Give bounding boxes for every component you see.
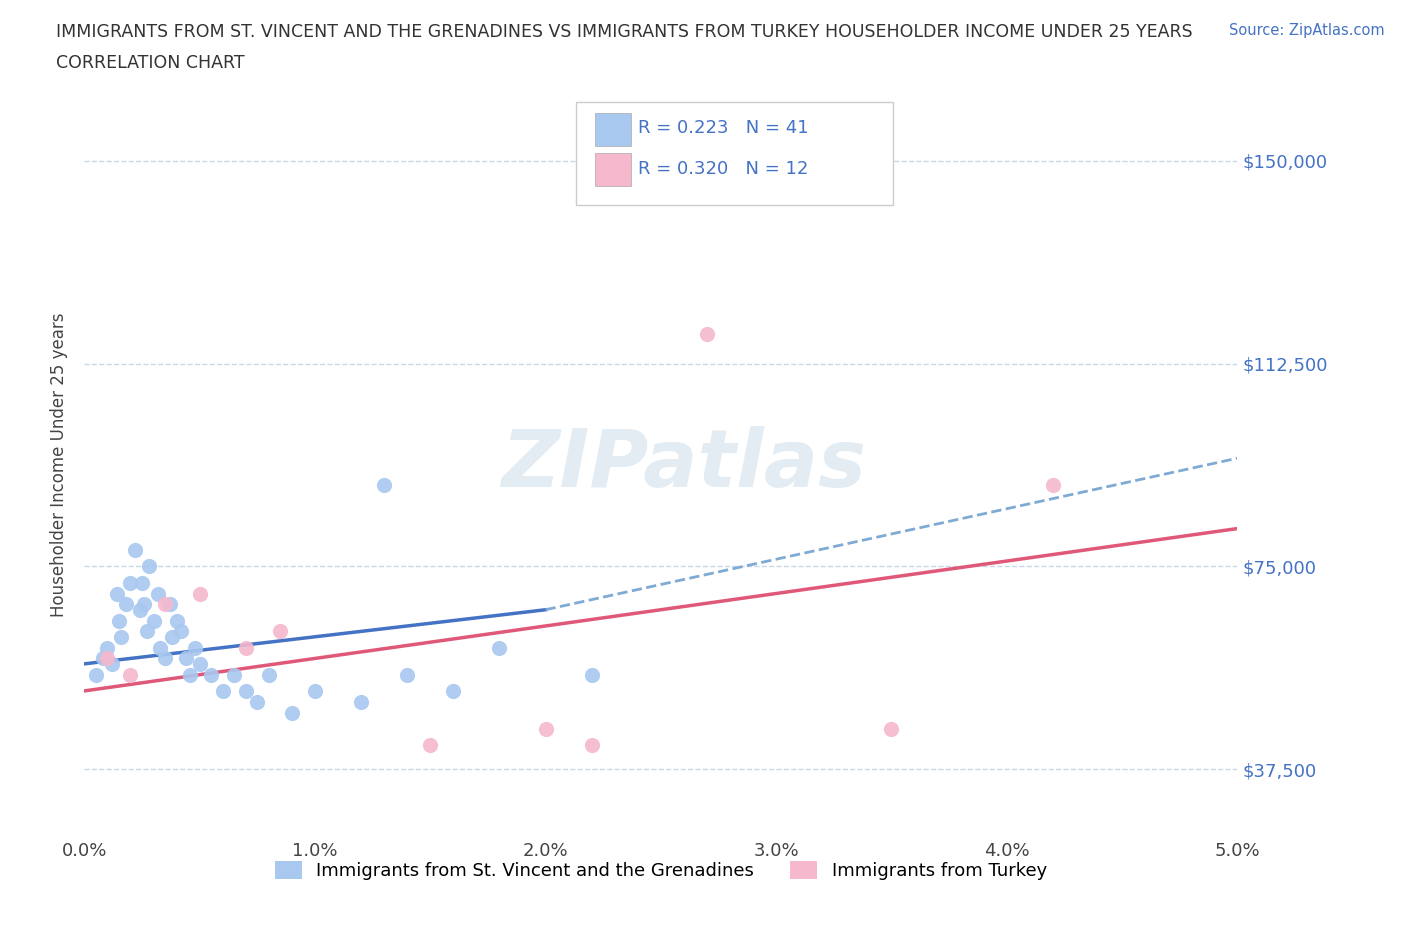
Point [159, 597, 181, 612]
Point [84, 667, 107, 682]
Point [120, 667, 142, 682]
Point [96, 640, 118, 655]
Point [170, 624, 193, 639]
Point [153, 651, 176, 666]
Point [581, 737, 603, 752]
Point [441, 684, 464, 698]
Point [146, 586, 169, 601]
Point [350, 695, 373, 710]
Point [188, 657, 211, 671]
Point [235, 640, 257, 655]
Point [91, 651, 114, 666]
Text: R = 0.223   N = 41: R = 0.223 N = 41 [638, 119, 808, 138]
Point [211, 684, 233, 698]
Point [115, 597, 138, 612]
Point [200, 667, 222, 682]
Text: Source: ZipAtlas.com: Source: ZipAtlas.com [1229, 23, 1385, 38]
Point [128, 603, 150, 618]
Text: R = 0.320   N = 12: R = 0.320 N = 12 [638, 160, 808, 179]
Point [269, 624, 291, 639]
Point [1042, 478, 1064, 493]
Point [138, 559, 160, 574]
Point [120, 576, 142, 591]
Y-axis label: Householder Income Under 25 years: Householder Income Under 25 years [51, 312, 69, 618]
Point [488, 640, 510, 655]
Point [880, 722, 903, 737]
Point [696, 326, 718, 341]
Point [134, 597, 156, 612]
Point [124, 543, 146, 558]
Text: CORRELATION CHART: CORRELATION CHART [56, 54, 245, 72]
Point [184, 640, 207, 655]
Point [108, 613, 131, 628]
Point [135, 624, 157, 639]
Point [96, 651, 118, 666]
Point [166, 613, 188, 628]
Point [174, 651, 197, 666]
Point [281, 705, 304, 720]
Point [188, 586, 211, 601]
Point [142, 613, 165, 628]
Point [110, 630, 132, 644]
Point [235, 684, 257, 698]
Point [419, 737, 441, 752]
Point [153, 597, 176, 612]
Point [149, 640, 172, 655]
Point [105, 586, 128, 601]
Point [179, 667, 201, 682]
Point [581, 667, 603, 682]
Text: ZIPatlas: ZIPatlas [502, 426, 866, 504]
Point [131, 576, 153, 591]
Point [396, 667, 419, 682]
Point [246, 695, 269, 710]
Point [534, 722, 557, 737]
Point [224, 667, 246, 682]
Point [304, 684, 326, 698]
Text: IMMIGRANTS FROM ST. VINCENT AND THE GRENADINES VS IMMIGRANTS FROM TURKEY HOUSEHO: IMMIGRANTS FROM ST. VINCENT AND THE GREN… [56, 23, 1192, 41]
Point [160, 630, 183, 644]
Point [257, 667, 280, 682]
Point [101, 657, 124, 671]
Legend: Immigrants from St. Vincent and the Grenadines, Immigrants from Turkey: Immigrants from St. Vincent and the Gren… [267, 854, 1054, 887]
Point [373, 478, 395, 493]
